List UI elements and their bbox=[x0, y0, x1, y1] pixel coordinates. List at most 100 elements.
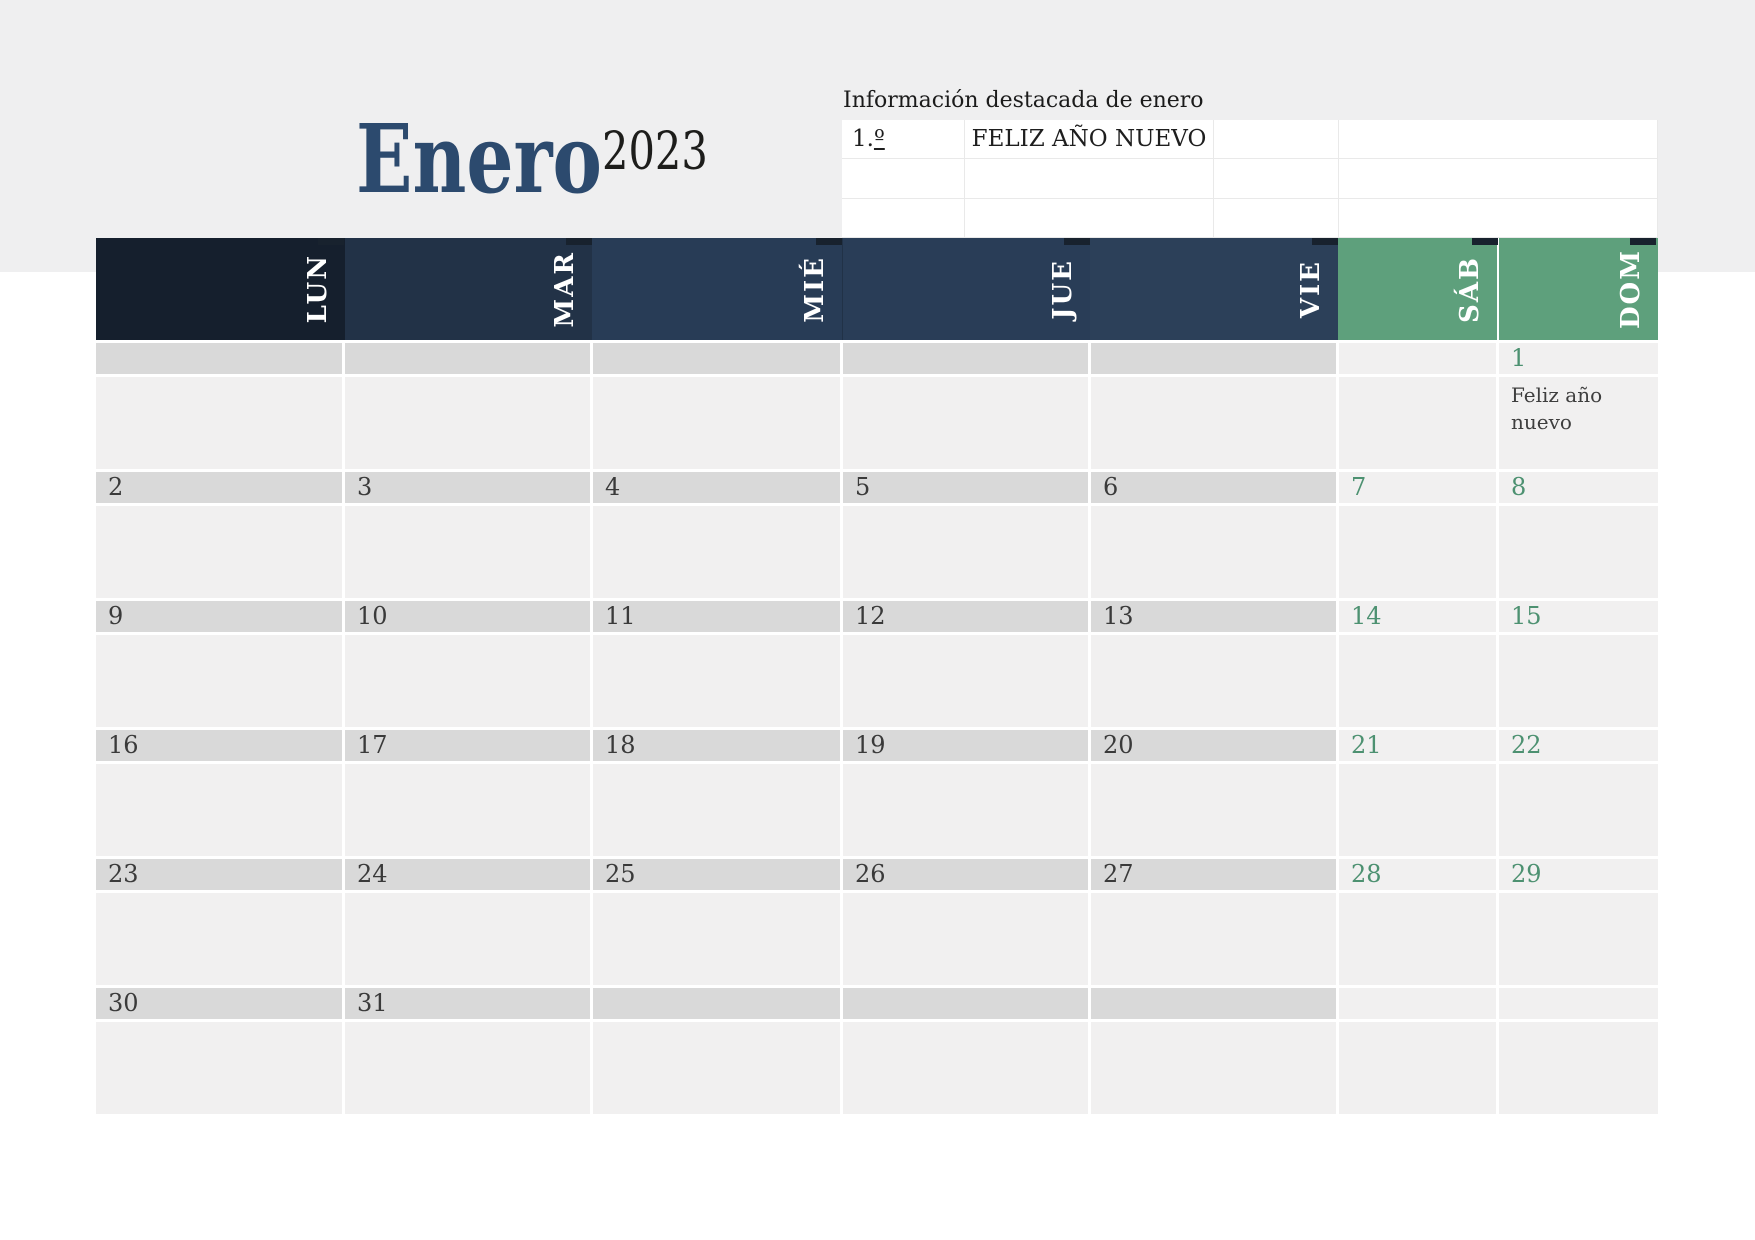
day-cell-strip[interactable]: 24 bbox=[345, 859, 590, 890]
day-cell-strip[interactable]: 16 bbox=[96, 730, 342, 761]
day-cell-body[interactable] bbox=[1339, 506, 1496, 598]
day-cell-body[interactable] bbox=[345, 377, 590, 469]
day-cell-body[interactable] bbox=[1091, 377, 1336, 469]
day-cell-strip[interactable]: 19 bbox=[843, 730, 1088, 761]
day-cell-body[interactable] bbox=[843, 893, 1088, 985]
day-cell-body[interactable] bbox=[96, 1022, 342, 1114]
day-header-sab: SÁB bbox=[1337, 238, 1498, 340]
day-cell-body[interactable] bbox=[1499, 1022, 1658, 1114]
day-cell-body[interactable] bbox=[1499, 635, 1658, 727]
day-cell-body[interactable] bbox=[1339, 635, 1496, 727]
day-cell-body[interactable] bbox=[843, 635, 1088, 727]
day-cell-body[interactable] bbox=[96, 635, 342, 727]
day-cell-body[interactable] bbox=[1091, 635, 1336, 727]
day-cell-strip[interactable] bbox=[1091, 343, 1336, 374]
day-cell-body[interactable] bbox=[1499, 764, 1658, 856]
day-cell-strip[interactable]: 27 bbox=[1091, 859, 1336, 890]
day-cell-body[interactable] bbox=[1499, 893, 1658, 985]
day-cell-body[interactable]: Feliz año nuevo bbox=[1499, 377, 1658, 469]
day-cell-strip[interactable]: 25 bbox=[593, 859, 840, 890]
day-cell-strip[interactable]: 17 bbox=[345, 730, 590, 761]
day-cell-strip[interactable] bbox=[1499, 988, 1658, 1019]
day-cell-body[interactable] bbox=[843, 1022, 1088, 1114]
day-cell-strip[interactable]: 13 bbox=[1091, 601, 1336, 632]
day-cell-strip[interactable] bbox=[843, 343, 1088, 374]
day-cell-body[interactable] bbox=[593, 506, 840, 598]
day-cell-body[interactable] bbox=[345, 635, 590, 727]
day-cell-strip[interactable] bbox=[1339, 988, 1496, 1019]
day-cell-strip[interactable]: 12 bbox=[843, 601, 1088, 632]
day-cell-strip[interactable]: 15 bbox=[1499, 601, 1658, 632]
day-cell-strip[interactable]: 22 bbox=[1499, 730, 1658, 761]
day-cell-strip[interactable]: 30 bbox=[96, 988, 342, 1019]
day-cell-strip[interactable]: 20 bbox=[1091, 730, 1336, 761]
info-cell[interactable] bbox=[1214, 198, 1339, 238]
day-cell-strip[interactable]: 26 bbox=[843, 859, 1088, 890]
info-cell[interactable] bbox=[842, 198, 965, 238]
day-cell-strip[interactable] bbox=[593, 988, 840, 1019]
day-cell-strip[interactable] bbox=[843, 988, 1088, 1019]
day-cell-body[interactable] bbox=[1499, 506, 1658, 598]
info-cell[interactable] bbox=[1214, 120, 1339, 160]
day-cell-body[interactable] bbox=[1091, 506, 1336, 598]
day-cell-strip[interactable]: 21 bbox=[1339, 730, 1496, 761]
day-cell-strip[interactable]: 31 bbox=[345, 988, 590, 1019]
day-cell-strip[interactable]: 28 bbox=[1339, 859, 1496, 890]
day-cell-strip[interactable]: 29 bbox=[1499, 859, 1658, 890]
day-cell-body[interactable] bbox=[593, 764, 840, 856]
day-cell-body[interactable] bbox=[1091, 893, 1336, 985]
info-cell[interactable] bbox=[1339, 159, 1658, 199]
day-cell-strip[interactable] bbox=[345, 343, 590, 374]
day-cell-body[interactable] bbox=[96, 764, 342, 856]
day-cell-body[interactable] bbox=[96, 377, 342, 469]
day-cell-strip[interactable]: 9 bbox=[96, 601, 342, 632]
day-cell-strip[interactable]: 3 bbox=[345, 472, 590, 503]
day-cell-body[interactable] bbox=[843, 764, 1088, 856]
day-cell-body[interactable] bbox=[345, 893, 590, 985]
day-cell-strip[interactable]: 11 bbox=[593, 601, 840, 632]
day-cell-body[interactable] bbox=[593, 377, 840, 469]
info-cell[interactable]: FELIZ AÑO NUEVO bbox=[965, 120, 1214, 160]
day-cell-body[interactable] bbox=[843, 506, 1088, 598]
info-cell[interactable] bbox=[1339, 120, 1658, 160]
day-cell-strip[interactable] bbox=[593, 343, 840, 374]
day-cell-body[interactable] bbox=[1339, 893, 1496, 985]
info-cell[interactable]: 1. º bbox=[842, 120, 965, 160]
day-cell-body[interactable] bbox=[593, 635, 840, 727]
day-cell-strip[interactable]: 14 bbox=[1339, 601, 1496, 632]
day-cell-body[interactable] bbox=[1091, 1022, 1336, 1114]
info-cell[interactable] bbox=[1214, 159, 1339, 199]
day-cell-strip[interactable]: 1 bbox=[1499, 343, 1658, 374]
info-cell[interactable] bbox=[965, 198, 1214, 238]
day-cell-strip[interactable] bbox=[1091, 988, 1336, 1019]
day-number: 22 bbox=[1511, 731, 1542, 759]
day-cell-body[interactable] bbox=[593, 1022, 840, 1114]
day-cell-strip[interactable]: 4 bbox=[593, 472, 840, 503]
day-cell-strip[interactable]: 7 bbox=[1339, 472, 1496, 503]
day-cell-body[interactable] bbox=[1091, 764, 1336, 856]
day-cell-strip[interactable]: 6 bbox=[1091, 472, 1336, 503]
info-cell[interactable] bbox=[965, 159, 1214, 199]
header-divider-tab bbox=[1312, 238, 1338, 245]
day-cell-strip[interactable]: 23 bbox=[96, 859, 342, 890]
day-cell-strip[interactable] bbox=[1339, 343, 1496, 374]
day-cell-strip[interactable]: 2 bbox=[96, 472, 342, 503]
day-cell-strip[interactable]: 10 bbox=[345, 601, 590, 632]
day-cell-body[interactable] bbox=[1339, 764, 1496, 856]
day-cell-strip[interactable]: 8 bbox=[1499, 472, 1658, 503]
info-cell[interactable] bbox=[842, 159, 965, 199]
day-cell-strip[interactable]: 18 bbox=[593, 730, 840, 761]
day-cell-body[interactable] bbox=[345, 506, 590, 598]
day-cell-body[interactable] bbox=[345, 764, 590, 856]
day-cell-body[interactable] bbox=[1339, 377, 1496, 469]
day-cell-body[interactable] bbox=[96, 893, 342, 985]
day-number: 24 bbox=[357, 860, 388, 888]
day-cell-body[interactable] bbox=[593, 893, 840, 985]
day-cell-strip[interactable] bbox=[96, 343, 342, 374]
day-cell-strip[interactable]: 5 bbox=[843, 472, 1088, 503]
day-cell-body[interactable] bbox=[96, 506, 342, 598]
day-cell-body[interactable] bbox=[345, 1022, 590, 1114]
day-cell-body[interactable] bbox=[843, 377, 1088, 469]
day-cell-body[interactable] bbox=[1339, 1022, 1496, 1114]
info-cell[interactable] bbox=[1339, 198, 1658, 238]
